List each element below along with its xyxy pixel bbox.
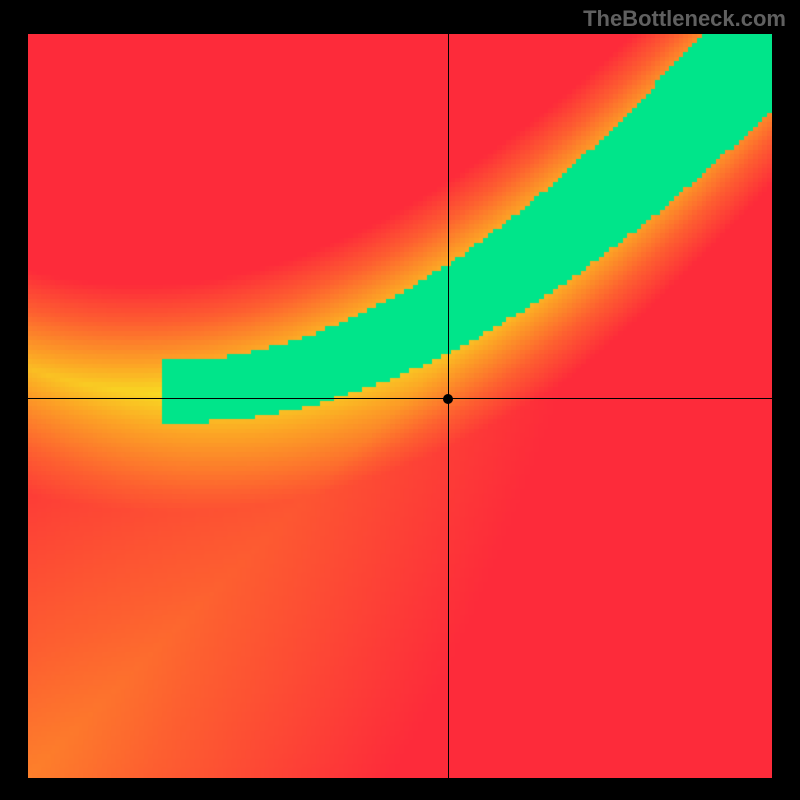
watermark-text: TheBottleneck.com [583,6,786,32]
crosshair-horizontal [28,398,772,399]
heatmap-canvas [28,34,772,778]
crosshair-vertical [448,34,449,778]
heatmap-plot [28,34,772,778]
crosshair-marker [443,394,453,404]
